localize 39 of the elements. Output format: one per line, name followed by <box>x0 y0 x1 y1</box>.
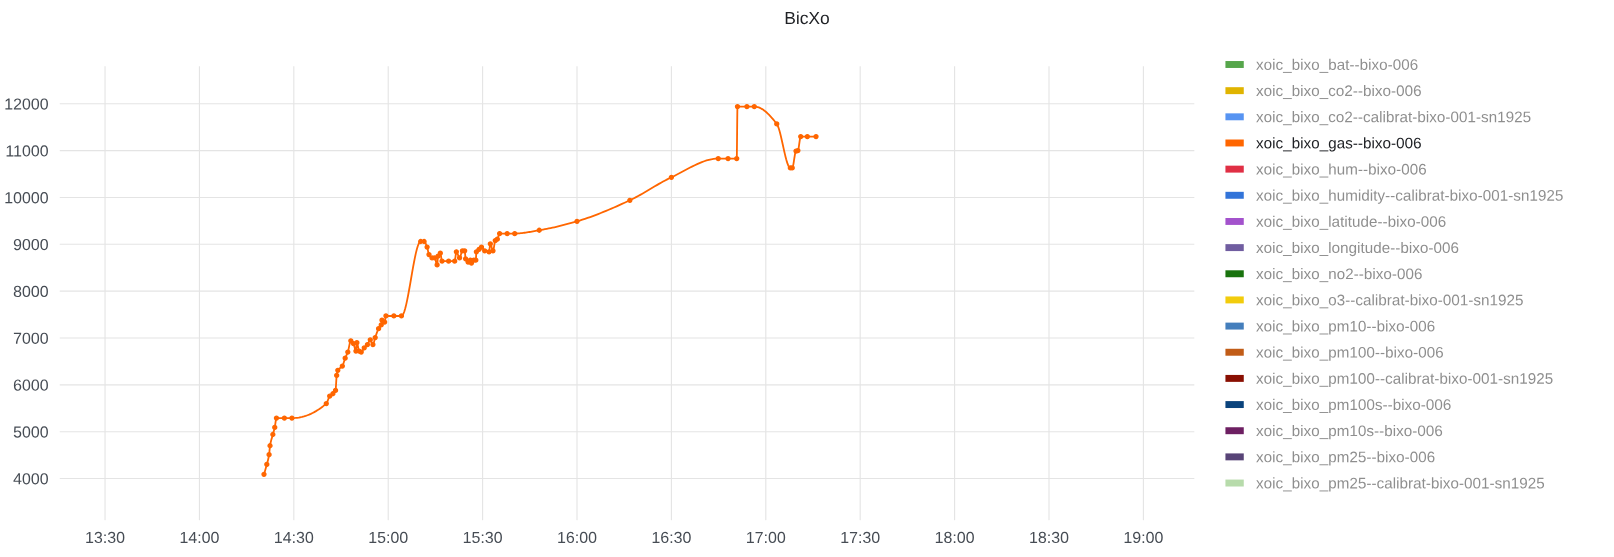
legend-label: xoic_bixo_longitude--bixo-006 <box>1256 241 1459 257</box>
legend-label: xoic_bixo_no2--bixo-006 <box>1256 268 1422 283</box>
x-tick-label: 16:30 <box>652 531 691 544</box>
legend-label: xoic_bixo_o3--calibrat-bixo-001-sn1925 <box>1256 294 1523 309</box>
x-tick-label: 18:00 <box>935 531 974 544</box>
x-tick-label: 15:00 <box>369 531 408 544</box>
legend-label: xoic_bixo_pm100s--bixo-006 <box>1256 398 1451 414</box>
legend-label: xoic_bixo_latitude--bixo-006 <box>1256 215 1446 230</box>
x-tick-label: 13:30 <box>86 531 125 544</box>
y-tick-label: 8000 <box>13 285 48 298</box>
legend-label: xoic_bixo_humidity--calibrat-bixo-001-sn1925 <box>1256 189 1563 204</box>
legend-label: xoic_bixo_bat--bixo-006 <box>1256 58 1418 73</box>
x-tick-label: 16:00 <box>558 531 597 544</box>
y-tick-label: 4000 <box>13 473 48 485</box>
x-tick-label: 17:00 <box>747 531 786 544</box>
x-tick-label: 17:30 <box>841 531 880 544</box>
y-tick-label: 12000 <box>5 98 48 110</box>
legend-label: xoic_bixo_pm25--calibrat-bixo-001-sn1925 <box>1256 477 1545 492</box>
x-tick-label: 14:30 <box>275 531 314 544</box>
legend-label: xoic_bixo_hum--bixo-006 <box>1256 163 1427 178</box>
x-tick-label: 18:30 <box>1030 531 1069 544</box>
y-tick-label: 5000 <box>13 426 48 438</box>
legend-label: xoic_bixo_co2--bixo-006 <box>1256 84 1421 100</box>
legend-label: xoic_bixo_co2--calibrat-bixo-001-sn1925 <box>1256 111 1531 126</box>
y-tick-label: 6000 <box>13 379 48 391</box>
legend-label: xoic_bixo_pm100--calibrat-bixo-001-sn1925 <box>1256 372 1553 387</box>
x-tick-label: 19:00 <box>1124 531 1163 544</box>
y-tick-label: 11000 <box>6 145 48 157</box>
legend-label: xoic_bixo_gas--bixo-006 <box>1256 137 1421 152</box>
legend-label: xoic_bixo_pm10--bixo-006 <box>1256 320 1435 335</box>
y-tick-label: 9000 <box>13 238 48 251</box>
chart-title: BicXo <box>785 11 829 25</box>
x-tick-label: 15:30 <box>463 531 502 544</box>
legend-label: xoic_bixo_pm10s--bixo-006 <box>1256 424 1443 440</box>
legend-label: xoic_bixo_pm100--bixo-006 <box>1256 346 1443 361</box>
y-tick-label: 10000 <box>5 192 48 204</box>
x-tick-label: 14:00 <box>180 531 219 544</box>
legend-label: xoic_bixo_pm25--bixo-006 <box>1256 451 1435 466</box>
y-tick-label: 7000 <box>13 332 48 344</box>
